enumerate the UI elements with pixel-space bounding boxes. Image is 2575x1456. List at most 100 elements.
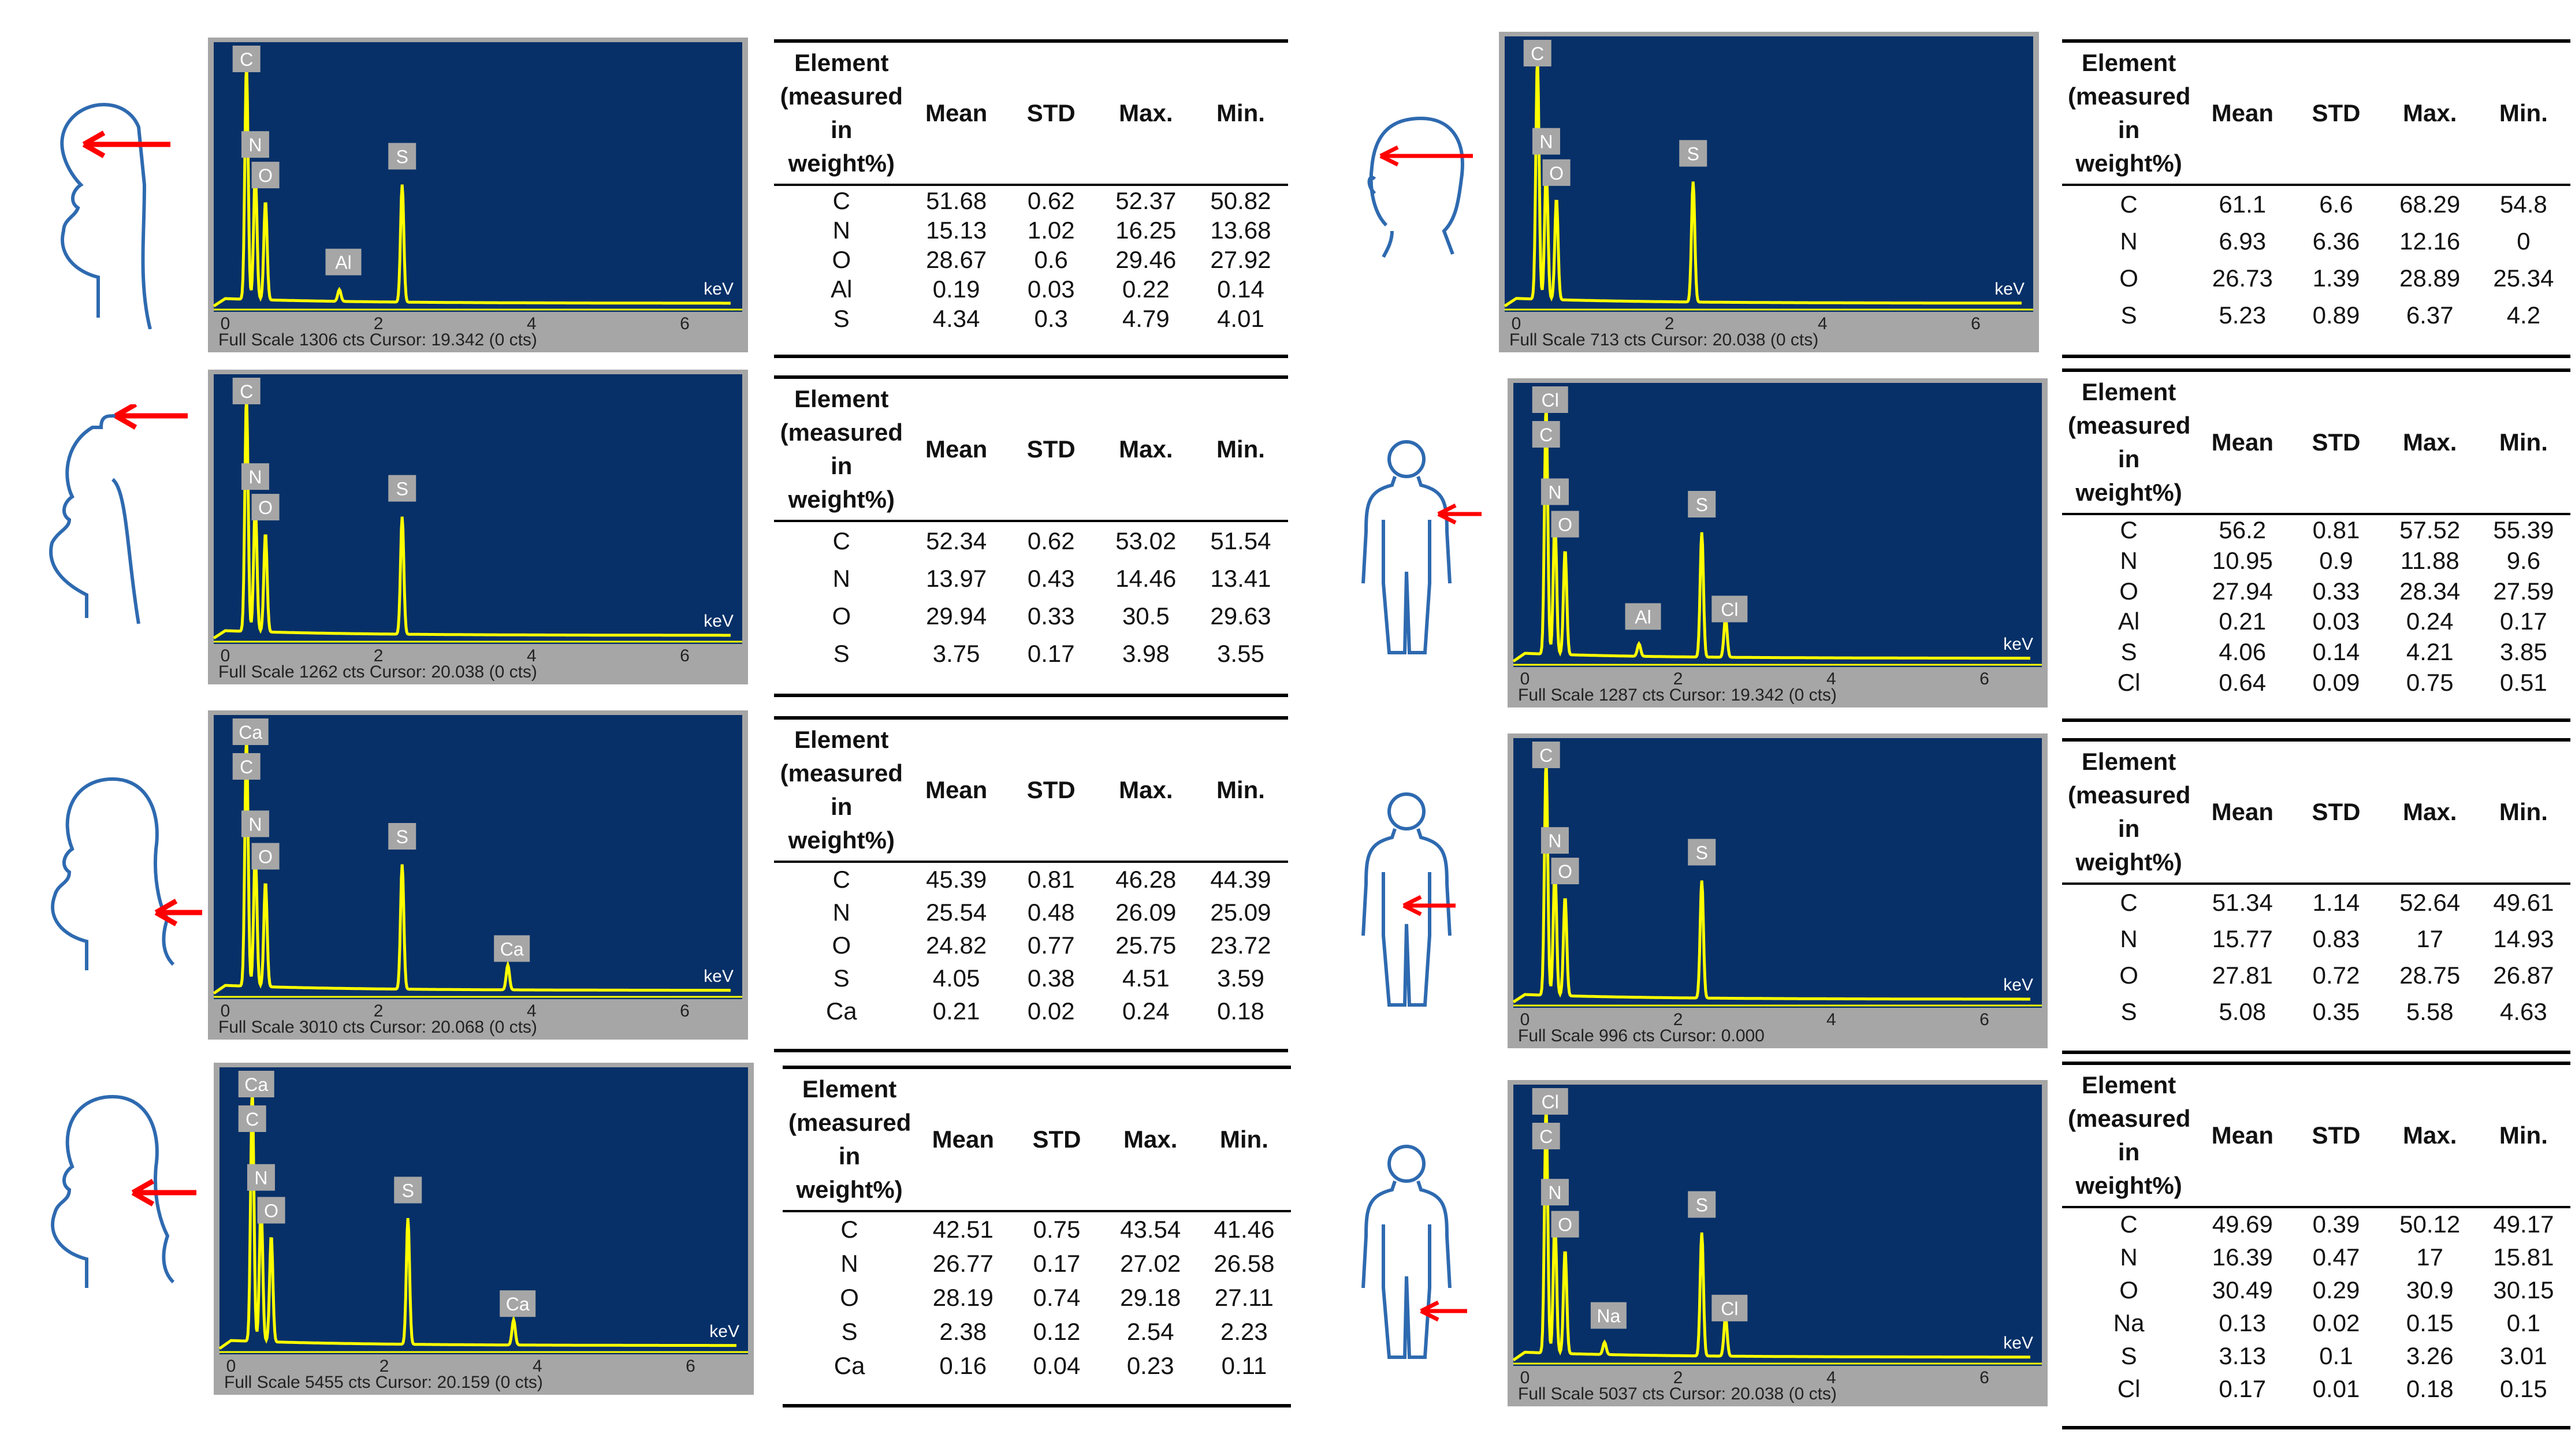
table-cell: 0.23	[1126, 1352, 1174, 1380]
axis-tick-label: 6	[680, 314, 690, 333]
table-cell: 0.22	[1122, 275, 1170, 303]
column-header: STD	[1010, 1069, 1104, 1212]
peak-label: N	[1540, 478, 1569, 505]
table-cell: 25.09	[1210, 898, 1271, 926]
table-cell: 10.95	[2212, 546, 2273, 574]
table-cell: S	[2120, 301, 2137, 329]
peak-label: Cl	[1532, 1088, 1568, 1115]
table-cell: S	[841, 1318, 858, 1346]
table-row: N 13.97 0.43 14.46 13.41	[774, 560, 1288, 597]
column-header: Max.	[2383, 372, 2477, 515]
table-cell: 28.34	[2399, 577, 2461, 605]
body-leg-icon	[1361, 1145, 1467, 1359]
eds-spectrum: 0 2 4 6 keV Full Scale 1287 cts Cursor: 19.34…	[1508, 378, 2048, 707]
table-row: C 51.68 0.62 52.37 50.82	[774, 185, 1288, 215]
table-cell: 50.82	[1210, 187, 1271, 214]
table-cell: 49.69	[2212, 1211, 2273, 1238]
table-cell: 0.62	[1027, 527, 1075, 554]
column-header: Mean	[916, 1069, 1010, 1212]
table-cell: 0.74	[1033, 1283, 1081, 1311]
table-cell: 0.16	[939, 1352, 987, 1380]
composition-table: Element (measured in weight%) Mean STD Max.…	[774, 716, 1288, 1052]
table-cell: N	[2120, 925, 2138, 953]
peak-label: N	[1540, 1179, 1569, 1206]
table-cell: 29.18	[1120, 1283, 1181, 1311]
table-cell: C	[832, 865, 850, 893]
axis-tick-label: 0	[221, 646, 230, 665]
table-cell: C	[2120, 516, 2138, 544]
axis-tick-label: 0	[1520, 1010, 1530, 1029]
peak-label: Ca	[232, 718, 269, 745]
table-row: S 3.75 0.17 3.98 3.55	[774, 635, 1288, 673]
table-cell: 16.25	[1115, 216, 1177, 244]
table-cell: 28.67	[926, 245, 987, 273]
svg-text:S: S	[396, 826, 408, 847]
spectrum-footer: Full Scale 5037 cts Cursor: 20.038 (0 ct…	[1518, 1384, 1837, 1403]
table-cell: 4.63	[2500, 997, 2547, 1025]
table-cell: 15.77	[2212, 925, 2273, 953]
svg-text:O: O	[258, 497, 273, 518]
table-cell: 30.9	[2406, 1276, 2454, 1304]
table-row: N 15.13 1.02 16.25 13.68	[774, 215, 1288, 245]
svg-text:C: C	[1539, 745, 1553, 766]
table-cell: 0.38	[1027, 965, 1075, 992]
axis-tick-label: 2	[374, 646, 384, 665]
table-cell: 51.54	[1210, 527, 1271, 554]
table-row: C 61.1 6.6 68.29 54.8	[2062, 185, 2570, 223]
table-cell: C	[2120, 1211, 2138, 1238]
table-cell: 26.87	[2493, 961, 2554, 989]
table-cell: 1.02	[1027, 216, 1075, 244]
table-cell: 3.26	[2406, 1342, 2454, 1369]
svg-text:Na: Na	[1597, 1306, 1620, 1327]
table-cell: 5.08	[2219, 997, 2267, 1025]
peak-label: N	[241, 810, 269, 837]
peak-label: C	[1532, 421, 1560, 448]
eds-spectrum: 0 2 4 6 keV Full Scale 3010 cts Cursor: 20.06…	[208, 710, 748, 1040]
column-header: Mean	[909, 43, 1004, 186]
svg-text:S: S	[1696, 1195, 1708, 1216]
table-cell: Ca	[833, 1352, 865, 1380]
peak-label: S	[1688, 1191, 1716, 1218]
table-cell: C	[840, 1215, 858, 1243]
composition-table: Element (measured in weight%) Mean STD Max.…	[2062, 368, 2570, 722]
composition-table: Element (measured in weight%) Mean STD Max.…	[2062, 1062, 2570, 1429]
axis-tick-label: 4	[1826, 669, 1836, 688]
table-cell: 0.18	[2406, 1375, 2454, 1402]
eds-spectrum: 0 2 4 6 keV Full Scale 996 cts Cursor: 0.000 C…	[1508, 733, 2048, 1048]
spectrum-trace	[1504, 60, 2022, 308]
eds-spectrum: 0 2 4 6 keV Full Scale 5037 cts Cursor: 20.03…	[1508, 1080, 2048, 1406]
axis-tick-label: 4	[1826, 1368, 1836, 1387]
table-cell: 0.1	[2506, 1309, 2541, 1336]
table-cell: Na	[2113, 1309, 2145, 1336]
table-cell: 5.23	[2219, 301, 2267, 329]
eds-spectrum: 0 2 4 6 keV Full Scale 5455 cts Cursor: 20.15…	[214, 1063, 754, 1395]
table-cell: 26.58	[1214, 1249, 1275, 1277]
table-cell: 6.93	[2219, 228, 2267, 255]
axis-tick-label: 2	[1673, 669, 1683, 688]
peak-label: C	[238, 1105, 266, 1132]
axis-tick-label: 0	[1520, 1368, 1530, 1387]
table-cell: 3.85	[2500, 638, 2547, 665]
table-row: S 4.34 0.3 4.79 4.01	[774, 304, 1288, 334]
table-cell: O	[2119, 961, 2138, 989]
peak-label: O	[251, 162, 280, 189]
table-cell: 9.6	[2506, 546, 2541, 574]
body-thigh-icon	[1361, 792, 1456, 1007]
table-cell: 54.8	[2500, 191, 2547, 218]
table-cell: 5.58	[2406, 997, 2454, 1025]
table-row: S 5.08 0.35 5.58 4.63	[2062, 993, 2570, 1030]
table-cell: 28.89	[2399, 265, 2461, 292]
table-cell: 0.02	[1027, 997, 1075, 1025]
table-cell: N	[2120, 228, 2138, 255]
column-header: STD	[2289, 372, 2383, 515]
table-cell: 0.21	[932, 997, 980, 1025]
peak-label: N	[241, 131, 269, 158]
table-row: N 15.77 0.83 17 14.93	[2062, 921, 2570, 958]
composition-table: Element (measured in weight%) Mean STD Max.…	[2062, 738, 2570, 1054]
table-cell: 0.33	[2312, 577, 2360, 605]
head-tip-icon	[49, 404, 188, 624]
column-header: Mean	[909, 379, 1004, 522]
table-cell: 0.21	[2219, 608, 2267, 635]
svg-text:C: C	[1539, 424, 1553, 445]
table-cell: 30.49	[2212, 1276, 2273, 1304]
